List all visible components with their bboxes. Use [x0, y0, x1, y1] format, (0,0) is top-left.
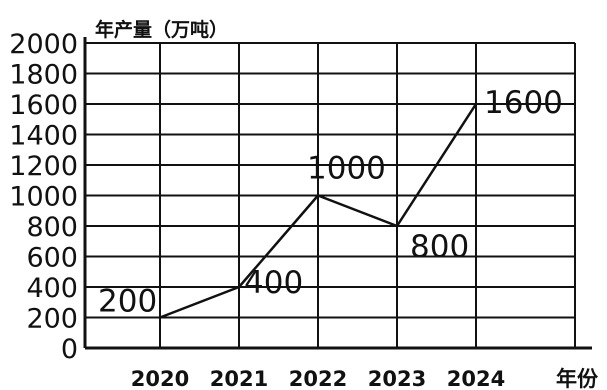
x-tick-labels: 2020 2021 2022 2023 2024: [131, 367, 505, 390]
y-tick-label: 1400: [9, 121, 78, 152]
data-label: 1000: [307, 151, 386, 187]
x-tick-label: 2023: [368, 367, 426, 390]
data-point: [395, 224, 399, 228]
y-tick-label: 200: [26, 304, 78, 335]
y-tick-label: 800: [26, 212, 78, 243]
x-tick-label: 2021: [210, 367, 268, 390]
chart-series: [158, 102, 478, 319]
chart-axes: [83, 37, 592, 350]
x-tick-label: 2022: [289, 367, 347, 390]
data-label: 1600: [484, 85, 563, 121]
y-axis-title: 年产量（万吨）: [95, 18, 228, 41]
x-tick-label: 2020: [131, 367, 189, 390]
data-point: [237, 285, 241, 289]
data-label: 400: [244, 265, 303, 301]
y-tick-label: 0: [61, 334, 78, 365]
x-axis-title: 年份: [556, 367, 599, 390]
y-tick-label: 400: [26, 273, 78, 304]
y-tick-label: 1800: [9, 60, 78, 91]
y-tick-label: 600: [26, 243, 78, 274]
y-tick-label: 2000: [9, 29, 78, 60]
y-tick-label: 1600: [9, 90, 78, 121]
data-labels: 200 400 1000 800 1600: [98, 85, 563, 320]
data-point: [158, 316, 162, 319]
data-point: [474, 102, 478, 106]
y-tick-label: 1200: [9, 151, 78, 182]
data-label: 200: [98, 284, 157, 320]
data-point: [316, 194, 320, 197]
x-tick-label: 2024: [447, 367, 505, 390]
data-label: 800: [410, 229, 469, 265]
y-tick-label: 1000: [9, 182, 78, 213]
